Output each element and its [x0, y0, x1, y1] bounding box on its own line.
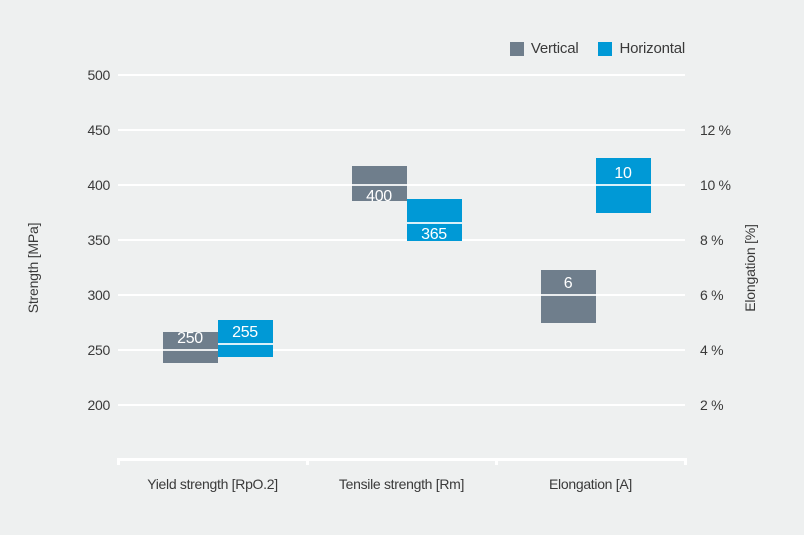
- category-tick: [684, 458, 687, 465]
- horizontal-series-swatch: [598, 41, 613, 56]
- right-axis-title: Elongation [%]: [742, 224, 758, 312]
- strength-tick-label: 350: [87, 232, 111, 248]
- category-label: Yield strength [RpO.2]: [147, 476, 278, 492]
- bar-value-line: [540, 294, 596, 296]
- gridline: [118, 239, 685, 241]
- vertical-series-swatch: [509, 41, 524, 56]
- gridline: [118, 74, 685, 76]
- bar-vertical-1[interactable]: 400: [351, 166, 407, 204]
- strength-tick-label: 250: [87, 342, 111, 358]
- bar-vertical-0[interactable]: 250: [162, 330, 218, 364]
- strength-tick-label: 200: [87, 397, 111, 413]
- bar-horizontal-0[interactable]: 255: [217, 320, 273, 357]
- elongation-tick-label: 2 %: [700, 397, 724, 413]
- bar-value-line: [351, 183, 407, 186]
- bar-value-line: [217, 343, 273, 346]
- bar-value-line: [162, 348, 218, 351]
- strength-tick-label: 500: [87, 67, 111, 83]
- bar-horizontal-1[interactable]: 365: [406, 199, 462, 244]
- legend: Vertical Horizontal: [509, 40, 685, 57]
- gridline: [118, 129, 685, 131]
- bar-value-line: [406, 222, 462, 225]
- bar-value-line: [595, 184, 651, 186]
- bar-value-label: 10: [614, 165, 632, 182]
- legend-item-vertical[interactable]: Vertical: [509, 40, 579, 57]
- elongation-tick-label: 10 %: [700, 177, 731, 193]
- gridline: [118, 404, 685, 406]
- bar-value-label: 250: [177, 330, 203, 347]
- bar-value-label: 6: [563, 275, 573, 292]
- category-tick: [117, 458, 120, 465]
- bar-value-label: 255: [232, 324, 258, 342]
- legend-label-horizontal: Horizontal: [619, 40, 685, 57]
- elongation-tick-label: 6 %: [700, 287, 724, 303]
- legend-item-horizontal[interactable]: Horizontal: [598, 40, 685, 57]
- gridline: [118, 349, 685, 351]
- category-tick: [306, 458, 309, 465]
- legend-label-vertical: Vertical: [530, 40, 579, 57]
- left-axis-title: Strength [MPa]: [25, 222, 41, 314]
- bar-vertical-2[interactable]: 6: [540, 270, 596, 323]
- category-label: Tensile strength [Rm]: [338, 476, 465, 492]
- bar-value-label: 400: [366, 187, 392, 205]
- bar-value-label: 365: [421, 226, 447, 244]
- category-tick: [495, 458, 498, 465]
- category-label: Elongation [A]: [549, 476, 632, 492]
- elongation-tick-label: 8 %: [700, 232, 724, 248]
- strength-tick-label: 450: [87, 122, 111, 138]
- strength-tick-label: 300: [87, 287, 111, 303]
- bar-horizontal-2[interactable]: 10: [595, 157, 651, 213]
- elongation-tick-label: 4 %: [700, 342, 724, 358]
- gridline: [118, 294, 685, 296]
- strength-tick-label: 400: [87, 177, 111, 193]
- x-axis-line: [118, 458, 685, 461]
- elongation-tick-label: 12 %: [700, 122, 731, 138]
